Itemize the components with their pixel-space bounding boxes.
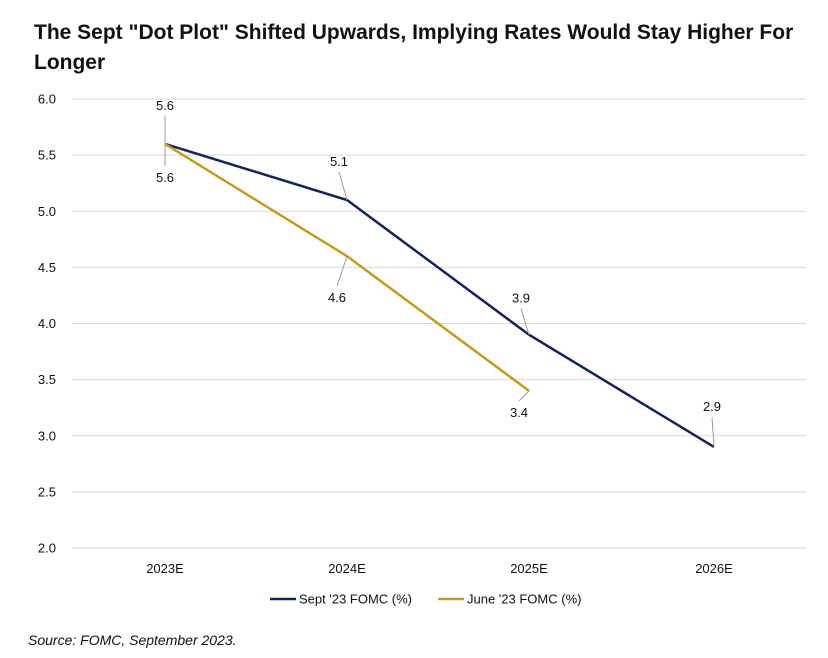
data-label: 3.9 bbox=[512, 291, 530, 306]
y-tick-label: 5.5 bbox=[38, 148, 56, 163]
data-label: 5.1 bbox=[330, 154, 348, 169]
series-line-sept bbox=[164, 142, 715, 449]
y-tick-label: 5.0 bbox=[38, 204, 56, 219]
data-label: 3.4 bbox=[510, 405, 528, 420]
data-label: 5.6 bbox=[156, 98, 174, 113]
y-tick-label: 4.0 bbox=[38, 316, 56, 331]
legend-label: June '23 FOMC (%) bbox=[467, 592, 581, 607]
y-tick-label: 6.0 bbox=[38, 92, 56, 107]
x-tick-label: 2025E bbox=[510, 561, 548, 576]
legend-label: Sept '23 FOMC (%) bbox=[299, 592, 412, 607]
data-label-leader bbox=[520, 308, 530, 335]
y-tick-label: 2.0 bbox=[38, 541, 56, 556]
y-tick-label: 2.5 bbox=[38, 484, 56, 499]
y-tick-label: 3.0 bbox=[38, 428, 56, 443]
data-label: 5.6 bbox=[156, 170, 174, 185]
data-label: 4.6 bbox=[328, 290, 346, 305]
data-label: 2.9 bbox=[703, 399, 721, 414]
data-label-leader bbox=[518, 390, 530, 402]
data-label-leader bbox=[338, 171, 348, 201]
x-tick-label: 2026E bbox=[695, 561, 733, 576]
y-tick-label: 4.5 bbox=[38, 260, 56, 275]
source-note: Source: FOMC, September 2023. bbox=[28, 632, 237, 648]
y-tick-label: 3.5 bbox=[38, 372, 56, 387]
data-label-leader bbox=[711, 416, 715, 448]
data-label-leader bbox=[336, 255, 348, 287]
x-tick-label: 2024E bbox=[328, 561, 366, 576]
chart-legend: Sept '23 FOMC (%) June '23 FOMC (%) bbox=[270, 592, 581, 607]
chart-title: The Sept "Dot Plot" Shifted Upwards, Imp… bbox=[34, 21, 794, 74]
x-tick-label: 2023E bbox=[146, 561, 184, 576]
